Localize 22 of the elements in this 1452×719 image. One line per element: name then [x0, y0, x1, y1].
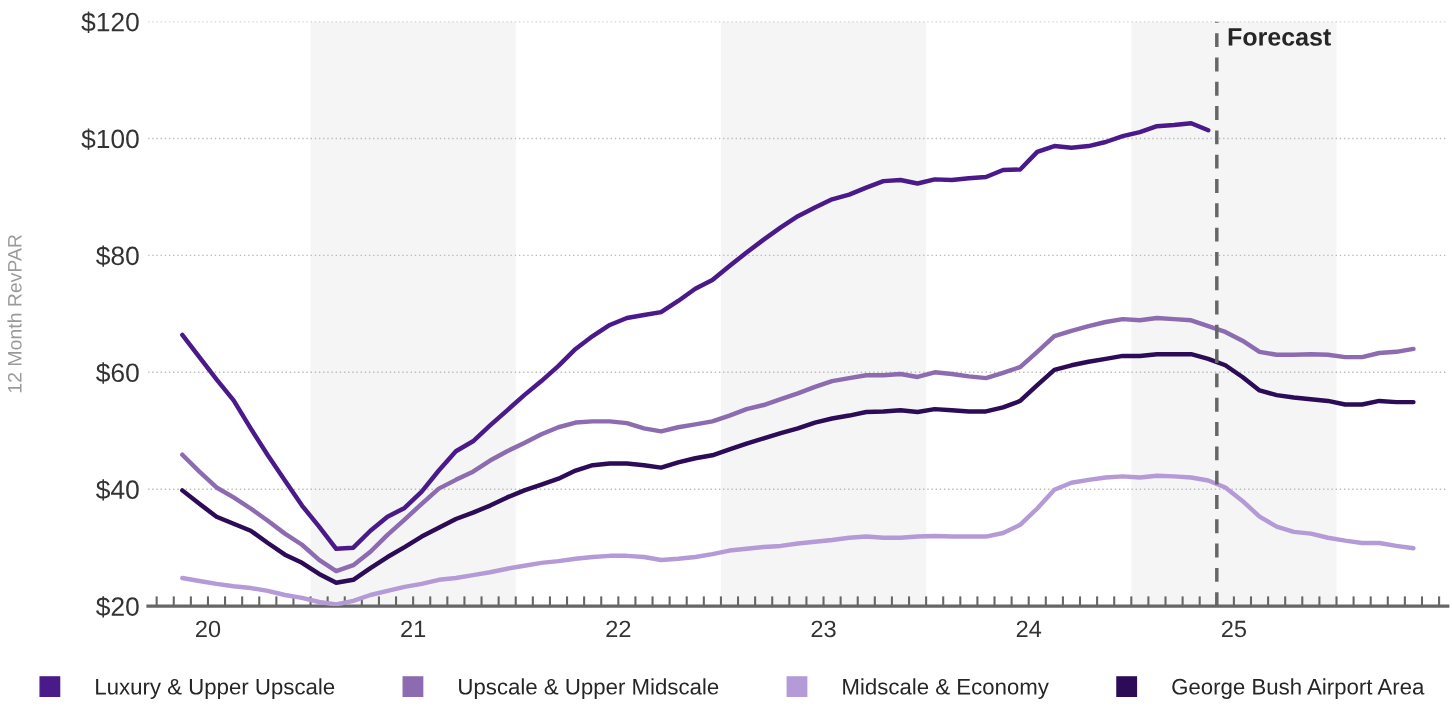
y-tick-label: $80 [96, 245, 139, 267]
y-tick-label: $100 [81, 128, 139, 150]
x-tick-label: 25 [1221, 620, 1247, 638]
x-tick-label: 22 [606, 620, 631, 638]
y-axis-title: 12 Month RevPAR [7, 234, 22, 393]
x-tick-label: 20 [196, 620, 221, 638]
line-series [180, 121, 1211, 552]
legend-label: Luxury & Upper Upscale [96, 678, 335, 699]
legend-label: Midscale & Economy [843, 678, 1049, 699]
legend-label: George Bush Airport Area [1172, 678, 1425, 699]
y-tick-label: $120 [81, 11, 139, 33]
x-tick-label: 21 [401, 620, 426, 638]
line-series [180, 473, 1416, 607]
line-series [180, 315, 1416, 574]
legend-label: Upscale & Upper Midscale [459, 678, 719, 699]
y-tick-label: $40 [96, 479, 139, 501]
y-tick-label: $60 [96, 362, 139, 384]
x-tick-label: 24 [1016, 620, 1042, 638]
line-series [180, 351, 1416, 585]
y-tick-label: $20 [96, 596, 139, 618]
ref-line-label: Forecast [1228, 28, 1331, 46]
x-tick-label: 23 [811, 620, 836, 638]
